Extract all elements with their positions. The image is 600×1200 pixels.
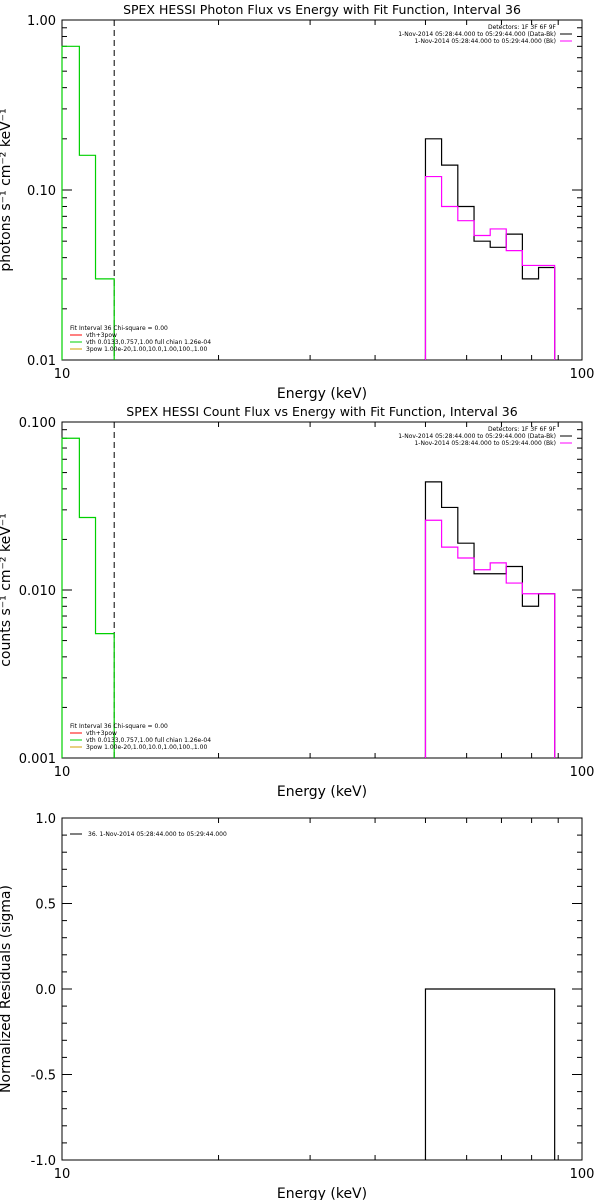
legend-entry: vth+3pow (86, 332, 117, 339)
x-tick-label: 100 (570, 367, 595, 382)
series-1-histogram (424, 988, 556, 1160)
series-3-histogram (61, 437, 115, 758)
legend-entry: Fit Interval 36 Chi-square = 0.00 (70, 723, 168, 730)
y-axis-label: counts s⁻¹ cm⁻² keV⁻¹ (0, 513, 14, 667)
legend-entry: 3pow 1.00e-20,1.00,10.0,1.00,100.,1.00 (86, 744, 207, 751)
y-tick-label: 0.01 (27, 354, 56, 369)
legend-entry: 1-Nov-2014 05:28:44.000 to 05:29:44.000 … (398, 31, 556, 38)
y-tick-label: 1.0 (35, 812, 56, 827)
legend-entry: 1-Nov-2014 05:28:44.000 to 05:29:44.000 … (414, 440, 556, 447)
legend-entry: 3pow 1.00e-20,1.00,10.0,1.00,100.,1.00 (86, 346, 207, 353)
series-3-histogram (61, 45, 115, 360)
x-tick-label: 10 (54, 367, 71, 382)
y-tick-label: 0.10 (27, 184, 56, 199)
series-2-histogram (424, 519, 556, 758)
legend-entry: 1-Nov-2014 05:28:44.000 to 05:29:44.000 … (414, 38, 556, 45)
series-1-histogram (424, 138, 556, 360)
panel-3 (61, 817, 583, 1161)
x-tick-label: 10 (54, 765, 71, 780)
y-tick-label: 0.5 (35, 898, 56, 913)
x-axis-label: Energy (keV) (277, 386, 367, 402)
x-tick-label: 100 (570, 765, 595, 780)
legend-entry: 36. 1-Nov-2014 05:28:44.000 to 05:29:44.… (88, 831, 227, 838)
legend-entry: 1-Nov-2014 05:28:44.000 to 05:29:44.000 … (398, 433, 556, 440)
plot-frame (61, 421, 583, 759)
chart-title: SPEX HESSI Count Flux vs Energy with Fit… (126, 404, 517, 419)
x-axis-label: Energy (keV) (277, 784, 367, 800)
y-axis-label: photons s⁻¹ cm⁻² keV⁻¹ (0, 108, 14, 271)
y-tick-label: 0.010 (19, 584, 56, 599)
x-tick-label: 10 (54, 1167, 71, 1182)
x-tick-label: 100 (570, 1167, 595, 1182)
legend-entry: Fit Interval 36 Chi-square = 0.00 (70, 325, 168, 332)
legend-entry: vth 0.0133,0.757,1.00 full chian 1.26e-0… (86, 737, 211, 744)
series-1-histogram (424, 481, 556, 758)
y-tick-label: -0.5 (31, 1069, 56, 1084)
y-tick-label: 0.0 (35, 983, 56, 998)
series-2-histogram (424, 175, 556, 360)
y-tick-label: 1.00 (27, 14, 56, 29)
chart-title: SPEX HESSI Photon Flux vs Energy with Fi… (123, 2, 521, 17)
y-tick-label: -1.0 (31, 1154, 56, 1169)
panel-1 (61, 19, 583, 361)
legend-entry: vth 0.0133,0.757,1.00 full chian 1.26e-0… (86, 339, 211, 346)
y-tick-label: 0.100 (19, 416, 56, 431)
y-tick-label: 0.001 (19, 752, 56, 767)
legend-entry: Detectors: 1F 3F 6F 9F (488, 426, 557, 433)
x-axis-label: Energy (keV) (277, 1186, 367, 1200)
plot-frame (61, 19, 583, 361)
legend-entry: Detectors: 1F 3F 6F 9F (488, 24, 557, 31)
panel-2 (61, 421, 583, 759)
y-axis-label: Normalized Residuals (sigma) (0, 885, 14, 1093)
legend-entry: vth+3pow (86, 730, 117, 737)
